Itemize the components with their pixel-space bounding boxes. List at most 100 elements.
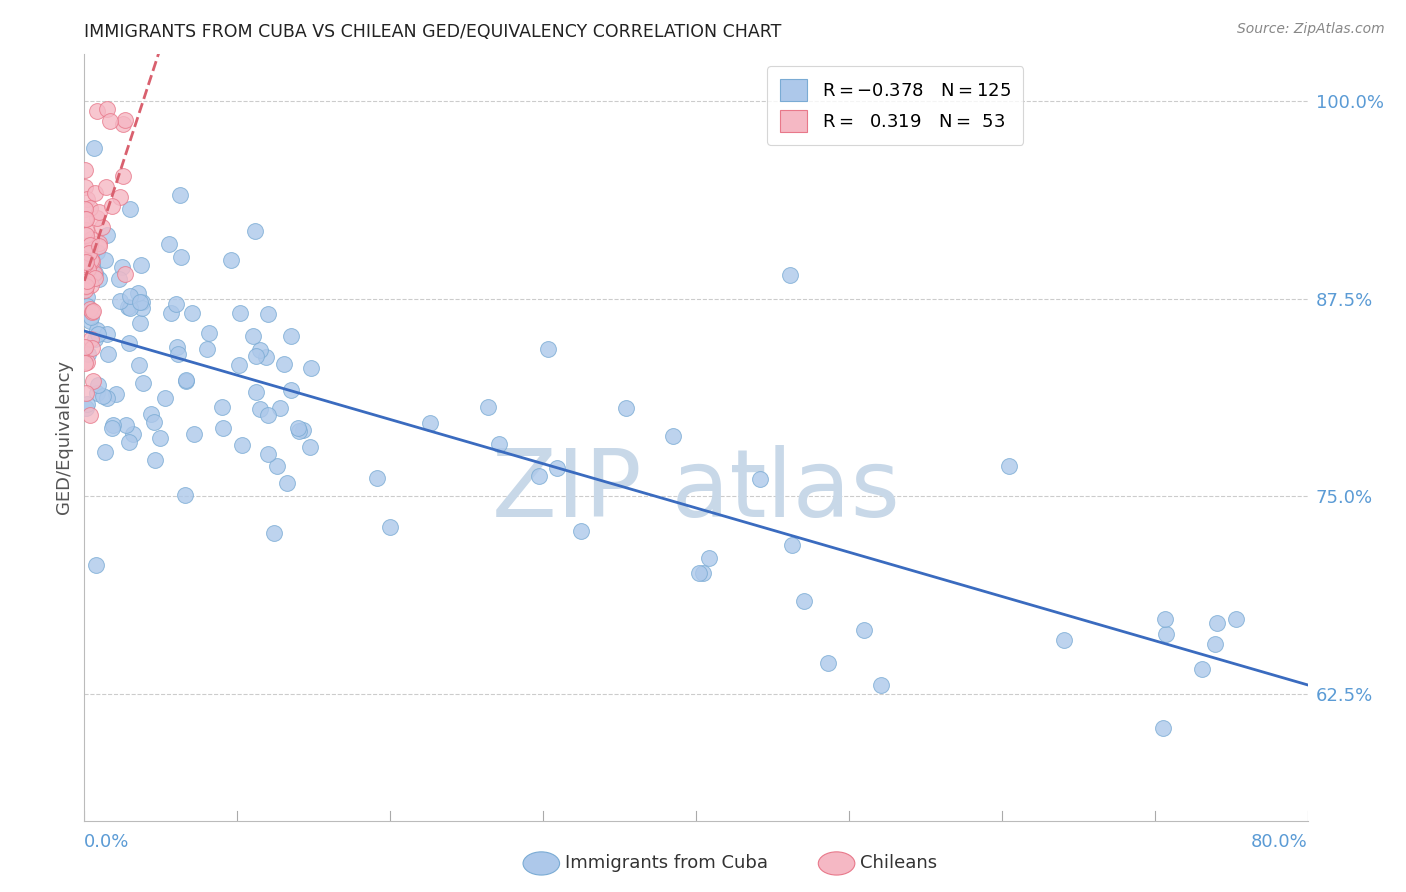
- Point: [245, 224, 267, 238]
- Point: [80, 332, 103, 346]
- Point: [73, 212, 96, 227]
- Point: [254, 351, 277, 365]
- Point: [1204, 637, 1226, 651]
- Point: [127, 285, 149, 300]
- Point: [105, 386, 128, 401]
- Point: [77, 244, 100, 258]
- Point: [219, 252, 242, 267]
- Point: [748, 472, 770, 486]
- Point: [79, 408, 101, 422]
- Point: [75, 386, 97, 401]
- Point: [94, 252, 117, 267]
- Point: [129, 317, 152, 331]
- Point: [249, 343, 271, 358]
- Point: [537, 342, 560, 356]
- Text: IMMIGRANTS FROM CUBA VS CHILEAN GED/EQUIVALENCY CORRELATION CHART: IMMIGRANTS FROM CUBA VS CHILEAN GED/EQUI…: [84, 23, 782, 41]
- Point: [76, 274, 98, 288]
- Point: [143, 453, 166, 467]
- Point: [477, 400, 499, 414]
- Point: [75, 401, 97, 415]
- Point: [1152, 721, 1174, 735]
- Point: [366, 470, 388, 484]
- Point: [96, 227, 118, 242]
- Point: [280, 329, 302, 343]
- Point: [79, 201, 101, 215]
- Point: [73, 356, 96, 370]
- Point: [378, 520, 401, 534]
- Point: [97, 347, 120, 361]
- Point: [79, 301, 101, 316]
- Point: [280, 383, 302, 397]
- Point: [569, 524, 592, 538]
- Point: [118, 336, 141, 351]
- Point: [692, 566, 714, 580]
- Point: [229, 306, 252, 320]
- Point: [170, 250, 193, 264]
- Point: [183, 426, 205, 441]
- Point: [245, 384, 267, 399]
- Point: [1225, 612, 1247, 626]
- Point: [108, 189, 131, 203]
- Point: [75, 279, 97, 293]
- Point: [697, 550, 720, 565]
- Point: [87, 204, 110, 219]
- Point: [117, 300, 139, 314]
- Point: [257, 447, 280, 461]
- Point: [131, 301, 153, 315]
- Point: [121, 427, 143, 442]
- Point: [73, 162, 96, 177]
- Point: [211, 400, 233, 414]
- Point: [228, 358, 250, 372]
- Point: [76, 227, 98, 242]
- Point: [616, 401, 638, 416]
- Point: [143, 415, 166, 429]
- Point: [115, 417, 138, 432]
- Point: [76, 354, 98, 368]
- Text: 0.0%: 0.0%: [84, 833, 129, 851]
- Point: [101, 417, 124, 432]
- Point: [73, 252, 96, 267]
- Point: [273, 357, 295, 371]
- Point: [79, 310, 101, 324]
- Point: [108, 272, 131, 286]
- Text: Source: ZipAtlas.com: Source: ZipAtlas.com: [1237, 22, 1385, 37]
- Point: [546, 460, 568, 475]
- Point: [76, 397, 98, 411]
- Point: [86, 103, 108, 118]
- Point: [86, 322, 108, 336]
- Point: [114, 267, 136, 281]
- Point: [299, 440, 322, 454]
- Point: [211, 421, 233, 435]
- Point: [91, 219, 114, 234]
- Point: [231, 438, 253, 452]
- Point: [87, 326, 110, 341]
- Point: [111, 169, 134, 183]
- Point: [118, 202, 141, 217]
- Point: [1154, 627, 1177, 641]
- Point: [165, 296, 187, 310]
- Point: [101, 199, 124, 213]
- Point: [79, 237, 101, 252]
- Point: [131, 294, 153, 309]
- Text: ZIP atlas: ZIP atlas: [492, 445, 900, 537]
- Point: [418, 417, 440, 431]
- Point: [159, 305, 181, 319]
- Point: [73, 202, 96, 217]
- Point: [94, 444, 117, 458]
- Point: [76, 299, 98, 313]
- Point: [782, 538, 804, 552]
- Point: [76, 290, 98, 304]
- Point: [529, 468, 551, 483]
- Point: [276, 475, 298, 490]
- Legend: $\mathregular{R = }$$\mathregular{-0.378}$$\quad$$\mathregular{N = 125}$, $\math: $\mathregular{R = }$$\mathregular{-0.378…: [768, 66, 1024, 145]
- Text: Chileans: Chileans: [860, 855, 938, 872]
- Point: [198, 326, 221, 340]
- Point: [75, 283, 97, 297]
- Point: [266, 459, 288, 474]
- Point: [80, 305, 103, 319]
- Text: Immigrants from Cuba: Immigrants from Cuba: [565, 855, 768, 872]
- Point: [96, 326, 118, 341]
- Point: [167, 347, 190, 361]
- Point: [84, 558, 107, 572]
- Point: [75, 223, 97, 237]
